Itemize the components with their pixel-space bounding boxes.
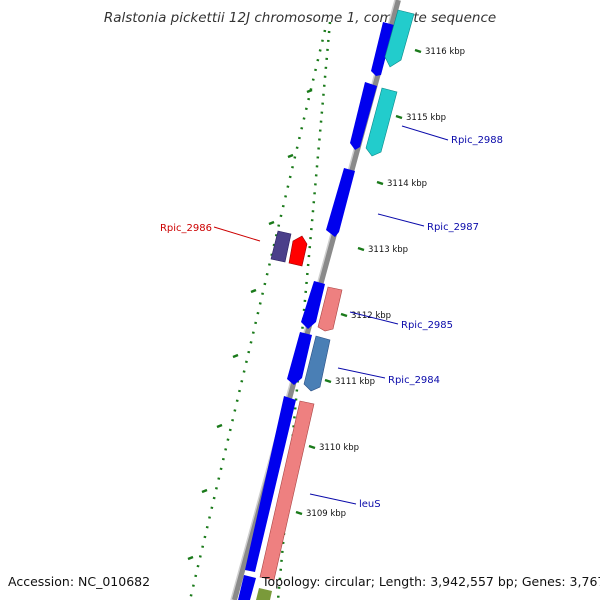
gene-arrow-red: [288, 235, 308, 267]
scale-ticks: 3116 kbp 3115 kbp 3114 kbp 3113 kbp 3112 kbp…: [295, 47, 465, 519]
tick-label: 3109 kbp: [306, 509, 346, 519]
gene-label[interactable]: leuS: [359, 499, 381, 510]
gene-leader-line: [337, 367, 386, 379]
tick-label: 3115 kbp: [406, 113, 446, 123]
tick-label: 3111 kbp: [335, 377, 375, 387]
gene-arrow-cyan: [365, 87, 398, 157]
tick-label: 3112 kbp: [351, 311, 391, 321]
tick-label: 3116 kbp: [425, 47, 465, 57]
tick-mark: [395, 114, 403, 120]
tick-mark: [324, 378, 332, 384]
gene-arrow-pink: [259, 400, 315, 581]
gene-arrow: [301, 281, 325, 329]
tick-mark: [295, 510, 303, 516]
gene-label[interactable]: Rpic_2984: [388, 375, 440, 386]
gene-label[interactable]: Rpic_2987: [427, 222, 479, 233]
gene-arrow-steel: [303, 335, 331, 392]
tick-label: 3113 kbp: [368, 245, 408, 255]
gene-label[interactable]: Rpic_2985: [401, 320, 453, 331]
gene-arrows-outer: [256, 9, 415, 600]
gene-arrow-navy: [270, 230, 292, 263]
gene-arrow-cyan: [384, 9, 415, 68]
gene-arrow: [245, 396, 296, 572]
gene-label[interactable]: Rpic_2986: [160, 223, 212, 234]
tick-mark: [376, 180, 384, 186]
gene-leader-line: [401, 125, 449, 141]
gene-arrow: [326, 168, 355, 237]
gene-arrow: [238, 575, 256, 600]
gene-arrows-reverse: [270, 230, 308, 267]
tick-mark: [340, 312, 348, 318]
gene-leader-line: [213, 226, 261, 242]
gene-arrows-forward: [238, 22, 394, 600]
tick-mark: [357, 246, 365, 252]
tick-label: 3114 kbp: [387, 179, 427, 189]
gene-arrow-pink: [317, 286, 343, 332]
gene-arrow: [371, 22, 394, 76]
gene-arrow: [287, 332, 312, 385]
gene-leader-line: [309, 493, 357, 505]
accession-footer: Accession: NC_010682: [8, 574, 151, 589]
gene-leader-line: [377, 213, 425, 227]
gene-arrow: [350, 82, 377, 150]
gene-arrow-olive: [256, 588, 272, 600]
inner-track-dashes: [187, 88, 313, 561]
summary-footer: Topology: circular; Length: 3,942,557 bp…: [262, 574, 600, 589]
tick-mark: [308, 444, 316, 450]
gene-labels: Rpic_2988 Rpic_2987 Rpic_2986 Rpic_2985 Rpic…: [160, 125, 503, 510]
gene-leader-line: [349, 311, 399, 325]
gene-label[interactable]: Rpic_2988: [451, 135, 503, 146]
tick-label: 3110 kbp: [319, 443, 359, 453]
tick-mark: [414, 48, 422, 54]
